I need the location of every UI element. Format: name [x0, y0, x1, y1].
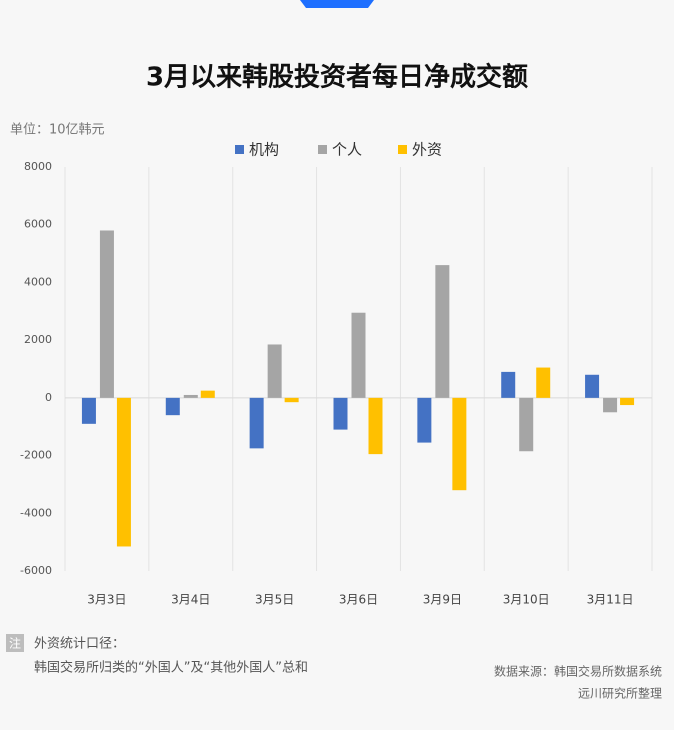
chart-title: 3月以来韩股投资者每日净成交额: [146, 62, 528, 93]
x-tick-label: 3月11日: [587, 593, 634, 607]
x-tick-label: 3月6日: [339, 593, 378, 607]
y-tick-label: -2000: [20, 449, 52, 462]
bar: [585, 374, 600, 398]
bar: [417, 397, 432, 443]
x-tick-label: 3月9日: [423, 593, 462, 607]
y-tick-label: 8000: [24, 160, 52, 173]
x-tick-label: 3月5日: [255, 593, 294, 607]
note-line: 外资统计口径：: [34, 637, 125, 652]
legend-label: 机构: [249, 141, 279, 159]
bar: [603, 397, 618, 413]
note-tag-box: [6, 634, 24, 652]
unit-label: 单位：10亿韩元: [10, 123, 105, 138]
y-tick-label: 6000: [24, 218, 52, 231]
source-line: 数据来源：韩国交易所数据系统: [494, 664, 662, 679]
legend-swatch: [318, 145, 327, 154]
note-tag: 注: [9, 636, 21, 651]
y-tick-label: -4000: [20, 506, 52, 519]
legend-swatch: [398, 145, 407, 154]
x-tick-label: 3月10日: [503, 593, 550, 607]
bar: [249, 397, 264, 449]
y-tick-label: 0: [45, 391, 52, 404]
bar: [519, 397, 534, 452]
legend-label: 个人: [332, 141, 362, 159]
y-tick-label: 4000: [24, 275, 52, 288]
bar: [200, 390, 215, 398]
bar: [183, 394, 198, 398]
bar: [116, 397, 131, 547]
y-tick-label: -6000: [20, 564, 52, 577]
bar: [501, 371, 516, 398]
bar: [267, 344, 282, 398]
bar: [435, 265, 450, 398]
bar: [165, 397, 180, 416]
bar: [620, 397, 635, 406]
top-tab: [300, 0, 374, 8]
source-line: 远川研究所整理: [578, 686, 662, 701]
bar: [351, 312, 366, 398]
x-tick-label: 3月4日: [171, 593, 210, 607]
bar: [81, 397, 96, 424]
bar: [368, 397, 383, 455]
x-tick-label: 3月3日: [87, 593, 126, 607]
y-tick-label: 2000: [24, 333, 52, 346]
bar: [536, 367, 551, 398]
bar: [99, 230, 114, 398]
bar: [333, 397, 348, 430]
note-line: 韩国交易所归类的“外国人”及“其他外国人”总和: [34, 660, 308, 676]
bar: [452, 397, 467, 491]
legend-swatch: [235, 145, 244, 154]
bar: [284, 397, 299, 403]
legend-label: 外资: [412, 141, 442, 159]
